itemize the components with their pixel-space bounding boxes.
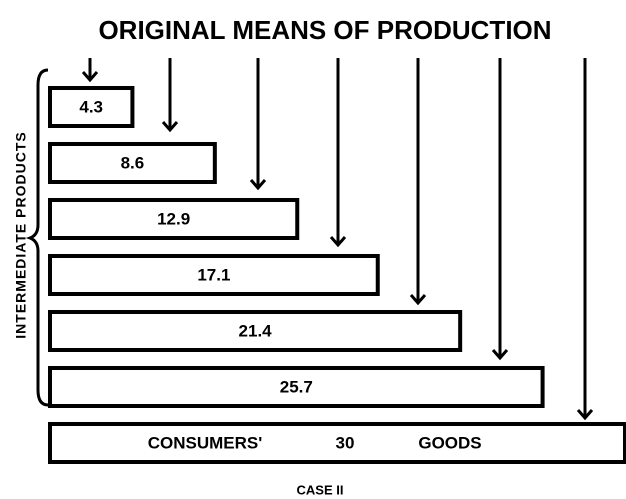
arrow <box>491 58 509 361</box>
value-label: 17.1 <box>197 265 230 284</box>
arrow <box>329 58 347 248</box>
annotation: GOODS <box>418 433 481 452</box>
bar <box>48 366 545 408</box>
bar <box>48 310 463 352</box>
arrow <box>249 58 267 191</box>
arrow <box>576 58 594 421</box>
arrow <box>161 58 179 133</box>
bar <box>48 254 380 296</box>
bar <box>48 198 300 240</box>
value-label: 4.3 <box>79 97 103 116</box>
arrow <box>409 58 427 306</box>
value-label: 30 <box>336 433 355 452</box>
value-label: 12.9 <box>157 209 190 228</box>
value-label: 25.7 <box>280 377 313 396</box>
chart-title: ORIGINAL MEANS OF PRODUCTION <box>98 15 551 45</box>
value-label: 21.4 <box>239 321 273 340</box>
arrows <box>81 58 594 421</box>
bar <box>48 86 135 128</box>
bar <box>48 422 626 464</box>
annotation: CONSUMERS' <box>148 433 263 452</box>
y-axis-label: INTERMEDIATE PRODUCTS <box>13 131 29 338</box>
arrow <box>81 58 99 83</box>
value-label: 8.6 <box>121 153 145 172</box>
brace <box>25 68 49 407</box>
bar <box>48 142 217 184</box>
caption: CASE II <box>297 482 344 497</box>
